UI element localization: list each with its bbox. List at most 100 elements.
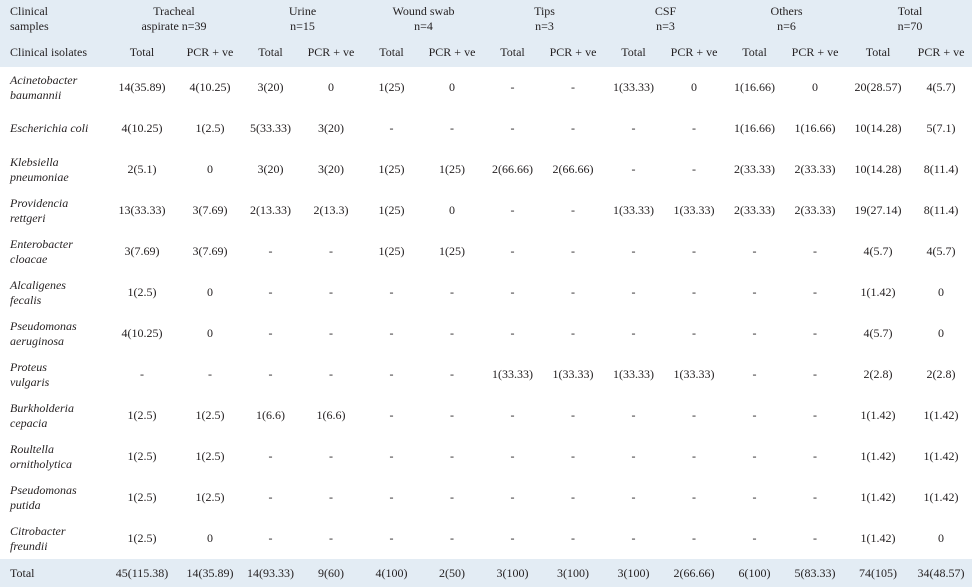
table-cell: 3(7.69) xyxy=(192,203,228,217)
isolate-name-line: Roultella xyxy=(10,441,54,456)
table-cell: 3(20) xyxy=(257,162,284,176)
table-cell: 1(1.42) xyxy=(860,285,896,299)
table-cell: - xyxy=(510,449,515,463)
header-group: CSF n=3 xyxy=(605,0,727,38)
header-clinical-isolates: Clinical isolates xyxy=(0,38,106,67)
table-cell: - xyxy=(813,326,818,340)
total-cell: 2(66.66) xyxy=(662,559,727,587)
isolate-name: Klebsiella pneumoniae xyxy=(0,149,106,190)
header-group: Tracheal aspirate n=39 xyxy=(106,0,242,38)
table-row: Klebsiella pneumoniae 2(5.1) 0 3(20) 3(20) 1(2… xyxy=(0,149,972,190)
table-cell: 8(11.4) xyxy=(923,162,959,176)
isolate-name: Burkholderia cepacia xyxy=(0,395,106,436)
table-cell: - xyxy=(450,285,455,299)
table-cell: - xyxy=(571,203,576,217)
table-cell: - xyxy=(631,162,636,176)
table-cell: 2(2.8) xyxy=(926,367,956,381)
table-cell: - xyxy=(631,121,636,135)
table-cell: - xyxy=(813,449,818,463)
table-cell: 1(33.33) xyxy=(613,80,655,94)
header-group: Others n=6 xyxy=(726,0,848,38)
table-cell: - xyxy=(752,408,757,422)
table-row: Pseudomonas putida 1(2.5) 1(2.5) - - - - - - - - - - 1… xyxy=(0,477,972,518)
header-pcr: PCR + ve xyxy=(541,38,606,67)
table-cell: 1(25) xyxy=(378,80,405,94)
table-cell: 1(6.6) xyxy=(316,408,346,422)
header-pcr: PCR + ve xyxy=(662,38,727,67)
table-cell: 13(33.33) xyxy=(118,203,166,217)
table-cell: 1(2.5) xyxy=(195,408,225,422)
isolate-name: Acinetobacter baumannii xyxy=(0,67,106,108)
table-cell: - xyxy=(510,490,515,504)
isolate-name-line: putida xyxy=(10,497,41,512)
table-cell: 1(25) xyxy=(439,244,466,258)
table-cell: - xyxy=(752,285,757,299)
isolate-name-line: ornitholytica xyxy=(10,456,72,471)
isolate-name-line: baumannii xyxy=(10,87,62,102)
table-cell: 1(33.33) xyxy=(613,203,655,217)
total-cell: 6(100) xyxy=(726,559,784,587)
total-cell: 74(105) xyxy=(847,559,910,587)
table-row: Pseudomonas aeruginosa 4(10.25) 0 - - - - - - - - - -… xyxy=(0,313,972,354)
table-body: Acinetobacter baumannii 14(35.89) 4(10.25) 3… xyxy=(0,67,972,587)
table-cell: - xyxy=(692,244,697,258)
table-row: Burkholderia cepacia 1(2.5) 1(2.5) 1(6.6) 1(6… xyxy=(0,395,972,436)
header-total: Total xyxy=(363,38,421,67)
table-cell: 1(1.42) xyxy=(923,408,959,422)
table-cell: - xyxy=(268,326,273,340)
table-cell: - xyxy=(692,408,697,422)
table-cell: - xyxy=(571,531,576,545)
table-row: Citrobacter freundii 1(2.5) 0 - - - - - - - - - - 1(1.… xyxy=(0,518,972,559)
isolate-name-line: Enterobacter xyxy=(10,236,73,251)
table-cell: - xyxy=(389,285,394,299)
table-row: Enterobacter cloacae 3(7.69) 3(7.69) - - 1(25)… xyxy=(0,231,972,272)
table-cell: - xyxy=(752,244,757,258)
table-cell: 8(11.4) xyxy=(923,203,959,217)
table-cell: - xyxy=(692,326,697,340)
total-row: Total 45(115.38) 14(35.89) 14(93.33) 9(60) 4(… xyxy=(0,559,972,587)
isolate-name: Escherichia coli xyxy=(0,108,106,149)
table-cell: - xyxy=(450,121,455,135)
table-cell: - xyxy=(752,367,757,381)
table-cell: 1(2.5) xyxy=(195,449,225,463)
total-cell: 3(100) xyxy=(605,559,663,587)
table-cell: 2(2.8) xyxy=(863,367,893,381)
isolate-name-line: pneumoniae xyxy=(10,169,69,184)
table-cell: 0 xyxy=(812,80,819,94)
table-cell: 1(2.5) xyxy=(127,449,157,463)
table-cell: - xyxy=(813,531,818,545)
table-cell: - xyxy=(329,531,333,545)
table-cell: - xyxy=(571,285,576,299)
isolate-name-line: fecalis xyxy=(10,292,42,307)
table-cell: - xyxy=(692,285,697,299)
table-cell: - xyxy=(752,449,757,463)
table-cell: - xyxy=(631,285,636,299)
total-label: Total xyxy=(0,559,106,587)
table-cell: 4(5.7) xyxy=(863,244,893,258)
table-cell: - xyxy=(571,490,576,504)
header-pcr: PCR + ve xyxy=(909,38,972,67)
isolate-name-line: Pseudomonas xyxy=(10,318,77,333)
table-cell: - xyxy=(631,244,636,258)
table-row: Proteus vulgaris - - - - - - 1(33.33) 1(33.33) 1(3… xyxy=(0,354,972,395)
isolate-name-line: Citrobacter xyxy=(10,523,66,538)
isolate-name: Providencia rettgeri xyxy=(0,190,106,231)
table-cell: 1(2.5) xyxy=(127,285,157,299)
table-cell: 2(66.66) xyxy=(552,162,594,176)
isolate-name-line: Klebsiella xyxy=(10,154,59,169)
isolate-name-line: Burkholderia xyxy=(10,400,74,415)
table-cell: - xyxy=(510,121,515,135)
table-cell: 1(1.42) xyxy=(860,408,896,422)
table-cell: 19(27.14) xyxy=(854,203,902,217)
table-cell: 1(33.33) xyxy=(552,367,594,381)
table-cell: - xyxy=(450,367,455,381)
table-cell: 0 xyxy=(938,285,945,299)
table-cell: - xyxy=(813,408,818,422)
isolate-name-line: Pseudomonas xyxy=(10,482,77,497)
table-cell: - xyxy=(268,244,273,258)
table-cell: - xyxy=(450,490,455,504)
table-cell: - xyxy=(571,80,576,94)
isolate-name: Alcaligenes fecalis xyxy=(0,272,106,313)
table-cell: - xyxy=(510,203,515,217)
table-cell: - xyxy=(571,449,576,463)
